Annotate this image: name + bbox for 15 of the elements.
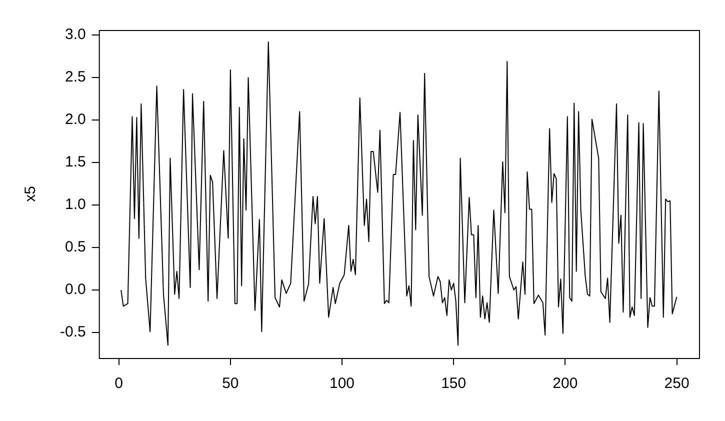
y-tick-label: 2.0 — [64, 111, 86, 128]
y-axis-title: x5 — [22, 186, 40, 202]
y-tick-label: 0.0 — [64, 281, 86, 298]
x-tick-label: 50 — [222, 375, 239, 392]
x-tick-label: 150 — [441, 375, 466, 392]
x-tick-label: 250 — [664, 375, 690, 392]
y-tick-label: 1.0 — [64, 196, 86, 214]
y-tick-label: 0.5 — [64, 238, 86, 256]
y-tick-label: -0.5 — [60, 324, 86, 341]
x-tick-label: 100 — [330, 375, 355, 392]
y-tick-label: 2.5 — [64, 68, 86, 86]
x-tick-label: 0 — [114, 375, 124, 392]
y-tick-label: 1.5 — [64, 154, 86, 171]
x-tick-label: 200 — [552, 375, 578, 392]
y-tick-label: 3.0 — [64, 26, 86, 44]
